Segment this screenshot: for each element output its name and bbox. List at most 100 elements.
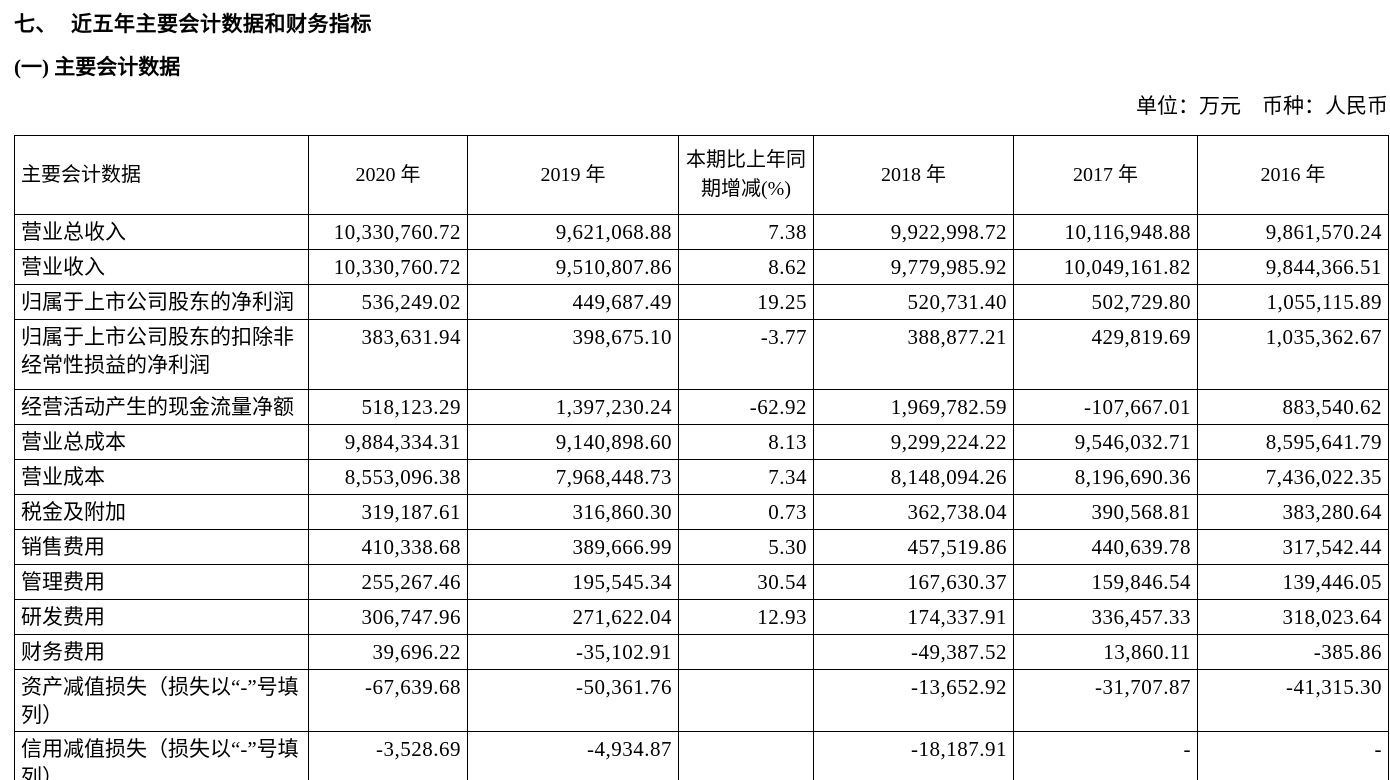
table-row: 税金及附加 319,187.61 316,860.30 0.73 362,738… [14,494,1389,530]
cell-2018: 1,969,782.59 [813,389,1014,425]
row-label: 归属于上市公司股东的扣除非经常性损益的净利润 [14,319,309,390]
row-label: 归属于上市公司股东的净利润 [14,284,309,320]
cell-2020: 10,330,760.72 [308,249,468,285]
cell-2018: 9,779,985.92 [813,249,1014,285]
cell-2017: 336,457.33 [1013,599,1198,635]
cell-2017: 429,819.69 [1013,319,1198,390]
cell-2020: 10,330,760.72 [308,214,468,250]
page-title-index: 七、 [14,12,57,36]
cell-2018: 174,337.91 [813,599,1014,635]
cell-2019: 398,675.10 [467,319,679,390]
col-header-2017: 2017 年 [1013,135,1198,215]
cell-2016: 8,595,641.79 [1197,424,1389,460]
page-title-text: 近五年主要会计数据和财务指标 [71,12,372,36]
col-header-change: 本期比上年同期增减(%) [678,135,814,215]
cell-2018: 9,299,224.22 [813,424,1014,460]
cell-2020: -3,528.69 [308,731,468,780]
cell-2017: 390,568.81 [1013,494,1198,530]
table-header-row: 主要会计数据 2020 年 2019 年 本期比上年同期增减(%) 2018 年… [14,135,1389,215]
cell-2017: - [1013,731,1198,780]
cell-change: 7.34 [678,459,814,495]
cell-change: 19.25 [678,284,814,320]
cell-2016: -41,315.30 [1197,669,1389,732]
table-row: 营业总收入 10,330,760.72 9,621,068.88 7.38 9,… [14,214,1389,250]
row-label: 经营活动产生的现金流量净额 [14,389,309,425]
cell-2018: 362,738.04 [813,494,1014,530]
table-row: 信用减值损失（损失以“-”号填列） -3,528.69 -4,934.87 -1… [14,731,1389,780]
cell-change: 8.62 [678,249,814,285]
cell-2017: 10,049,161.82 [1013,249,1198,285]
col-header-2018: 2018 年 [813,135,1014,215]
cell-2017: 13,860.11 [1013,634,1198,670]
cell-change: 0.73 [678,494,814,530]
cell-2016: 883,540.62 [1197,389,1389,425]
section-title: (一) 主要会计数据 [14,55,181,79]
row-label: 税金及附加 [14,494,309,530]
cell-2018: 9,922,998.72 [813,214,1014,250]
cell-2019: -4,934.87 [467,731,679,780]
table-body: 营业总收入 10,330,760.72 9,621,068.88 7.38 9,… [14,214,1389,780]
cell-2020: 410,338.68 [308,529,468,565]
cell-2017: 502,729.80 [1013,284,1198,320]
cell-2018: 8,148,094.26 [813,459,1014,495]
col-header-metric: 主要会计数据 [14,135,309,215]
cell-2019: 316,860.30 [467,494,679,530]
cell-2019: -50,361.76 [467,669,679,732]
cell-2019: 9,621,068.88 [467,214,679,250]
cell-change: 5.30 [678,529,814,565]
cell-2016: 9,844,366.51 [1197,249,1389,285]
cell-change: 7.38 [678,214,814,250]
cell-2020: 536,249.02 [308,284,468,320]
cell-2016: 1,035,362.67 [1197,319,1389,390]
cell-2017: 9,546,032.71 [1013,424,1198,460]
row-label: 管理费用 [14,564,309,600]
cell-2018: -49,387.52 [813,634,1014,670]
cell-2017: -107,667.01 [1013,389,1198,425]
cell-2016: 1,055,115.89 [1197,284,1389,320]
cell-2019: 9,510,807.86 [467,249,679,285]
cell-change [678,731,814,780]
table-row: 资产减值损失（损失以“-”号填列） -67,639.68 -50,361.76 … [14,669,1389,732]
cell-2020: 383,631.94 [308,319,468,390]
cell-2019: 389,666.99 [467,529,679,565]
cell-2016: - [1197,731,1389,780]
financial-table: 主要会计数据 2020 年 2019 年 本期比上年同期增减(%) 2018 年… [14,135,1389,780]
cell-2019: -35,102.91 [467,634,679,670]
cell-2017: 10,116,948.88 [1013,214,1198,250]
cell-2018: 388,877.21 [813,319,1014,390]
cell-2017: 440,639.78 [1013,529,1198,565]
cell-2016: 317,542.44 [1197,529,1389,565]
col-header-2016: 2016 年 [1197,135,1389,215]
cell-2018: 520,731.40 [813,284,1014,320]
row-label: 营业总成本 [14,424,309,460]
col-header-2020: 2020 年 [308,135,468,215]
cell-2016: 318,023.64 [1197,599,1389,635]
cell-change [678,634,814,670]
row-label: 销售费用 [14,529,309,565]
row-label: 营业总收入 [14,214,309,250]
cell-2016: 7,436,022.35 [1197,459,1389,495]
table-row: 营业收入 10,330,760.72 9,510,807.86 8.62 9,7… [14,249,1389,285]
cell-2018: -13,652.92 [813,669,1014,732]
cell-change [678,669,814,732]
cell-2017: 159,846.54 [1013,564,1198,600]
cell-2017: -31,707.87 [1013,669,1198,732]
cell-2016: 9,861,570.24 [1197,214,1389,250]
cell-2020: 319,187.61 [308,494,468,530]
table-row: 归属于上市公司股东的扣除非经常性损益的净利润 383,631.94 398,67… [14,319,1389,390]
cell-change: 12.93 [678,599,814,635]
table-row: 财务费用 39,696.22 -35,102.91 -49,387.52 13,… [14,634,1389,670]
cell-2020: 518,123.29 [308,389,468,425]
col-header-2019: 2019 年 [467,135,679,215]
cell-change: -3.77 [678,319,814,390]
cell-2020: 306,747.96 [308,599,468,635]
table-row: 营业成本 8,553,096.38 7,968,448.73 7.34 8,14… [14,459,1389,495]
row-label: 信用减值损失（损失以“-”号填列） [14,731,309,780]
table-row: 归属于上市公司股东的净利润 536,249.02 449,687.49 19.2… [14,284,1389,320]
cell-2019: 195,545.34 [467,564,679,600]
cell-2020: 255,267.46 [308,564,468,600]
table-row: 经营活动产生的现金流量净额 518,123.29 1,397,230.24 -6… [14,389,1389,425]
table-row: 研发费用 306,747.96 271,622.04 12.93 174,337… [14,599,1389,635]
page-title: 七、 近五年主要会计数据和财务指标 [14,8,1390,38]
